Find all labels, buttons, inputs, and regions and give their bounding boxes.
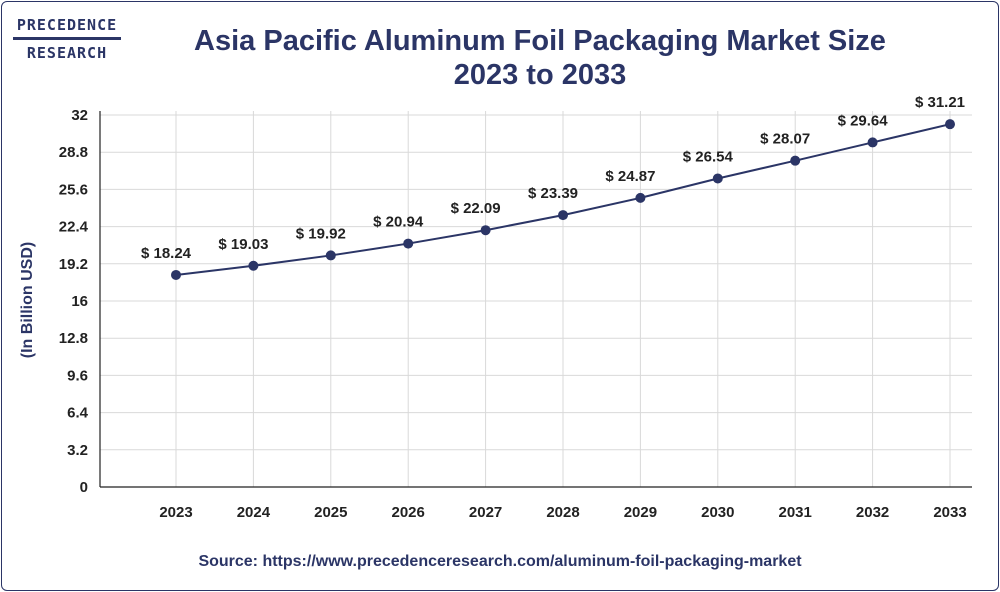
data-label: $ 19.92 — [296, 225, 346, 242]
y-tick-label: 9.6 — [67, 367, 88, 384]
data-point — [790, 155, 801, 166]
data-label: $ 26.54 — [683, 148, 734, 165]
data-point — [248, 260, 259, 271]
x-tick-label: 2031 — [779, 504, 812, 521]
x-tick-label: 2032 — [856, 504, 889, 521]
y-tick-label: 25.6 — [59, 181, 88, 198]
chart-title: Asia Pacific Aluminum Foil Packaging Mar… — [180, 24, 900, 92]
x-tick-label: 2023 — [159, 504, 192, 521]
brand-logo: PRECEDENCE RESEARCH — [13, 14, 121, 74]
y-tick-label: 0 — [80, 479, 88, 496]
source-note: Source: https://www.precedenceresearch.c… — [198, 553, 802, 570]
data-point — [480, 225, 491, 236]
y-tick-label: 16 — [71, 293, 88, 310]
x-tick-label: 2033 — [933, 504, 966, 521]
data-point — [403, 238, 414, 249]
data-label: $ 18.24 — [141, 245, 192, 262]
y-tick-label: 3.2 — [67, 442, 88, 459]
data-label: $ 22.09 — [451, 200, 501, 217]
data-label: $ 24.87 — [605, 168, 655, 185]
x-tick-label: 2024 — [237, 504, 271, 521]
x-tick-label: 2029 — [624, 504, 657, 521]
data-label: $ 29.64 — [838, 112, 889, 129]
y-tick-label: 22.4 — [59, 219, 89, 236]
x-tick-label: 2028 — [546, 504, 579, 521]
data-label: $ 28.07 — [760, 131, 810, 148]
y-tick-label: 32 — [71, 107, 88, 124]
data-point — [325, 250, 336, 261]
y-tick-label: 28.8 — [59, 144, 88, 161]
y-tick-label: 12.8 — [59, 330, 88, 347]
data-point — [635, 192, 646, 203]
data-label: $ 19.03 — [218, 236, 268, 253]
data-label: $ 23.39 — [528, 185, 578, 202]
x-tick-label: 2030 — [701, 504, 734, 521]
chart-title-line-1: Asia Pacific Aluminum Foil Packaging Mar… — [194, 25, 886, 57]
x-tick-label: 2026 — [392, 504, 425, 521]
data-point — [945, 119, 955, 130]
logo-line-1: PRECEDENCE — [13, 14, 121, 40]
chart-title-line-2: 2023 to 2033 — [453, 59, 627, 91]
logo-line-2: RESEARCH — [26, 44, 108, 62]
data-point — [171, 269, 181, 280]
y-tick-label: 19.2 — [59, 256, 88, 273]
data-point — [558, 210, 568, 221]
data-point — [867, 137, 878, 148]
data-label: $ 31.21 — [915, 94, 965, 111]
data-label: $ 20.94 — [373, 214, 424, 231]
data-point — [712, 173, 723, 184]
y-tick-label: 6.4 — [67, 405, 89, 422]
x-tick-label: 2027 — [469, 504, 502, 521]
x-tick-label: 2025 — [314, 504, 347, 521]
